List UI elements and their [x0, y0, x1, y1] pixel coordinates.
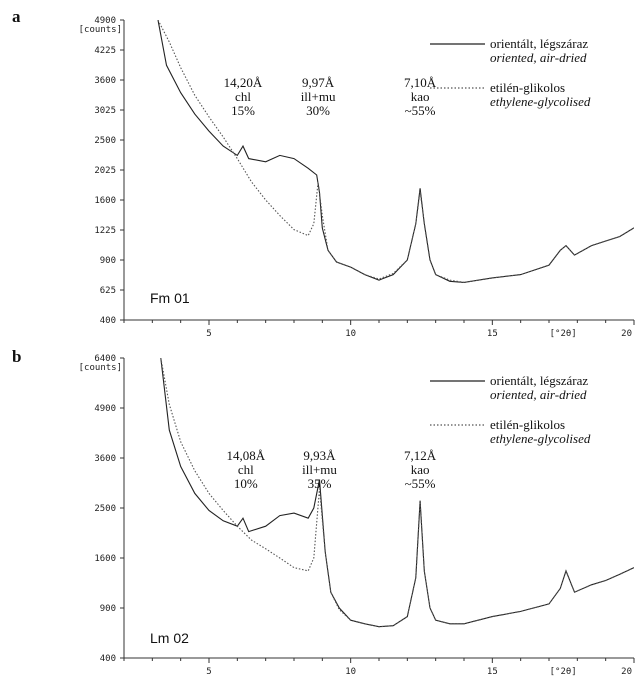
x-tick-label: 20 — [621, 329, 632, 339]
peak-annotation-line: ill+mu — [302, 462, 337, 477]
peak-annotation-line: 7,10Å — [404, 75, 437, 90]
x-tick-label: 10 — [345, 667, 356, 677]
y-tick-label: 2500 — [94, 136, 116, 146]
panel-letter: b — [12, 347, 21, 366]
y-tick-label: 4900 — [94, 404, 116, 414]
y-tick-label: 1600 — [94, 554, 116, 564]
x-tick-label: 10 — [345, 329, 356, 339]
peak-annotation-line: 35% — [308, 476, 332, 491]
y-tick-label: 900 — [100, 256, 116, 266]
peak-annotation-line: 14,20Å — [224, 75, 263, 90]
legend-label: etilén-glikolos — [490, 417, 565, 432]
y-tick-label: 4900 — [94, 16, 116, 26]
peak-annotation-line: 14,08Å — [227, 448, 266, 463]
peak-annotation-line: 9,97Å — [302, 75, 335, 90]
peak-annotation-line: chl — [235, 89, 251, 104]
peak-annotation-line: ill+mu — [301, 89, 336, 104]
legend-label: etilén-glikolos — [490, 80, 565, 95]
peak-annotation-line: ~55% — [405, 476, 436, 491]
peak-annotation-line: ~55% — [405, 103, 436, 118]
y-unit-label: [counts] — [79, 25, 122, 35]
peak-annotation-line: 7,12Å — [404, 448, 437, 463]
legend-label-english: ethylene-glycolised — [490, 431, 591, 446]
panel-b: 400 900 1600 2500 3600 4900 6400[counts] 5 10 15 [… — [12, 347, 635, 677]
legend-label: orientált, légszáraz — [490, 373, 588, 388]
peak-annotation-line: chl — [238, 462, 254, 477]
glycolised-series-line — [157, 20, 634, 283]
y-tick-label: 4225 — [94, 46, 116, 56]
sample-label: Fm 01 — [150, 290, 190, 306]
x-tick-label: 15 — [487, 667, 498, 677]
y-tick-label: 400 — [100, 316, 116, 326]
x-tick-label: 5 — [206, 667, 211, 677]
y-unit-label: [counts] — [79, 363, 122, 373]
sample-label: Lm 02 — [150, 630, 189, 646]
legend-label: orientált, légszáraz — [490, 36, 588, 51]
x-tick-label: 5 — [206, 329, 211, 339]
x-tick-label: 15 — [487, 329, 498, 339]
panel-a: 400 625 900 1225 1600 2025 2500 3025 3600 4225 490… — [12, 7, 635, 339]
peak-annotation-line: kao — [411, 462, 430, 477]
y-tick-label: 1225 — [94, 226, 116, 236]
peak-annotation-line: 30% — [306, 103, 330, 118]
y-tick-label: 400 — [100, 654, 116, 664]
peak-annotation-line: kao — [411, 89, 430, 104]
legend-label-english: oriented, air-dried — [490, 387, 587, 402]
x-tick-label: [°2θ] — [550, 329, 577, 339]
legend-label-english: oriented, air-dried — [490, 50, 587, 65]
x-tick-label: 20 — [621, 667, 632, 677]
peak-annotation-line: 10% — [234, 476, 258, 491]
y-tick-label: 625 — [100, 286, 116, 296]
air-dried-series-line — [157, 20, 634, 283]
y-tick-label: 2500 — [94, 504, 116, 514]
peak-annotation-line: 9,93Å — [303, 448, 336, 463]
peak-annotation-line: 15% — [231, 103, 255, 118]
y-tick-label: 3600 — [94, 454, 116, 464]
panel-letter: a — [12, 7, 21, 26]
x-tick-label: [°2θ] — [550, 667, 577, 677]
glycolised-series-line — [160, 358, 634, 628]
y-tick-label: 3025 — [94, 106, 116, 116]
legend-label-english: ethylene-glycolised — [490, 94, 591, 109]
y-tick-label: 2025 — [94, 166, 116, 176]
y-tick-label: 1600 — [94, 196, 116, 206]
y-tick-label: 3600 — [94, 76, 116, 86]
y-tick-label: 900 — [100, 604, 116, 614]
y-tick-label: 6400 — [94, 354, 116, 364]
